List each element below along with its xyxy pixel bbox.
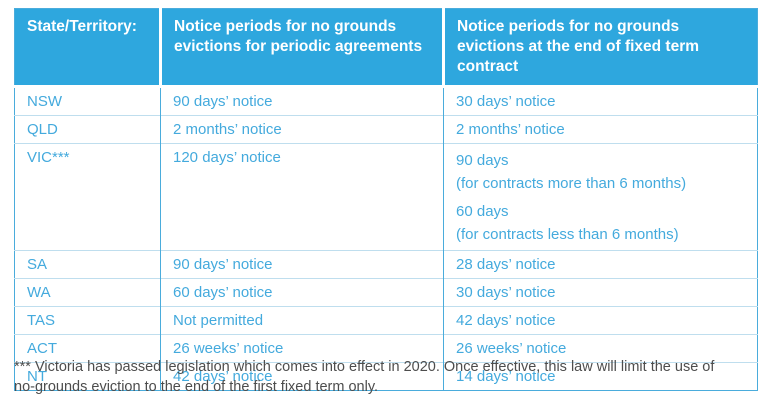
fixed-term-notice-cell: 28 days’ notice: [443, 250, 758, 279]
table-row-qld: QLD 2 months’ notice 2 months’ notice: [14, 115, 758, 144]
table-header-row: State/Territory: Notice periods for no g…: [14, 8, 758, 89]
fixed-term-notice-cell: 42 days’ notice: [443, 306, 758, 335]
eviction-notice-table-wrap: State/Territory: Notice periods for no g…: [14, 8, 758, 392]
fixed-term-notice-cell: 14 days’ notice: [443, 362, 758, 391]
fixed-term-notice-cell: 30 days’ notice: [443, 278, 758, 307]
table-row-vic: VIC*** 120 days’ notice 90 days (for con…: [14, 143, 758, 251]
periodic-notice-cell: 42 days’ notice: [160, 362, 444, 391]
state-cell: WA: [14, 278, 161, 307]
periodic-notice-cell: 26 weeks’ notice: [160, 334, 444, 363]
col-header-fixed-term-contract: Notice periods for no grounds evictions …: [442, 8, 758, 89]
col-header-state-territory: State/Territory:: [14, 8, 161, 89]
table-row-act: ACT 26 weeks’ notice 26 weeks’ notice: [14, 334, 758, 363]
fixed-term-value: 60 days: [456, 203, 509, 221]
eviction-notice-table: State/Territory: Notice periods for no g…: [14, 8, 758, 392]
col-header-periodic-agreements: Notice periods for no grounds evictions …: [159, 8, 444, 89]
fixed-term-notice-cell: 90 days (for contracts more than 6 month…: [443, 143, 758, 251]
periodic-notice-cell: 90 days’ notice: [160, 250, 444, 279]
fixed-term-notice-cell: 2 months’ notice: [443, 115, 758, 144]
periodic-notice-cell: 90 days’ notice: [160, 86, 444, 116]
fixed-term-note: (for contracts more than 6 months): [456, 175, 687, 193]
periodic-notice-cell: 120 days’ notice: [160, 143, 444, 251]
fixed-term-notice-cell: 26 weeks’ notice: [443, 334, 758, 363]
table-row-tas: TAS Not permitted 42 days’ notice: [14, 306, 758, 335]
periodic-notice-cell: Not permitted: [160, 306, 444, 335]
table-row-wa: WA 60 days’ notice 30 days’ notice: [14, 278, 758, 307]
fixed-term-note: (for contracts less than 6 months): [456, 226, 679, 244]
state-cell: ACT: [14, 334, 161, 363]
table-row-sa: SA 90 days’ notice 28 days’ notice: [14, 250, 758, 279]
fixed-term-block-more-than-6-months: 90 days (for contracts more than 6 month…: [456, 149, 747, 195]
fixed-term-notice-cell: 30 days’ notice: [443, 86, 758, 116]
state-cell: NT: [14, 362, 161, 391]
state-cell: NSW: [27, 93, 62, 111]
periodic-notice-cell: 2 months’ notice: [160, 115, 444, 144]
table-row-nsw: NSW 90 days’ notice 30 days’ notice: [15, 86, 758, 116]
fixed-term-value: 90 days: [456, 152, 509, 170]
fixed-term-block-less-than-6-months: 60 days (for contracts less than 6 month…: [456, 200, 747, 246]
state-cell: TAS: [14, 306, 161, 335]
victoria-legislation-footnote: *** Victoria has passed legislation whic…: [14, 359, 715, 395]
periodic-notice-cell: 60 days’ notice: [160, 278, 444, 307]
state-cell: QLD: [14, 115, 161, 144]
state-cell: VIC***: [14, 143, 161, 251]
table-row-nt: NT 42 days’ notice 14 days’ notice: [14, 362, 758, 391]
state-cell: SA: [14, 250, 161, 279]
